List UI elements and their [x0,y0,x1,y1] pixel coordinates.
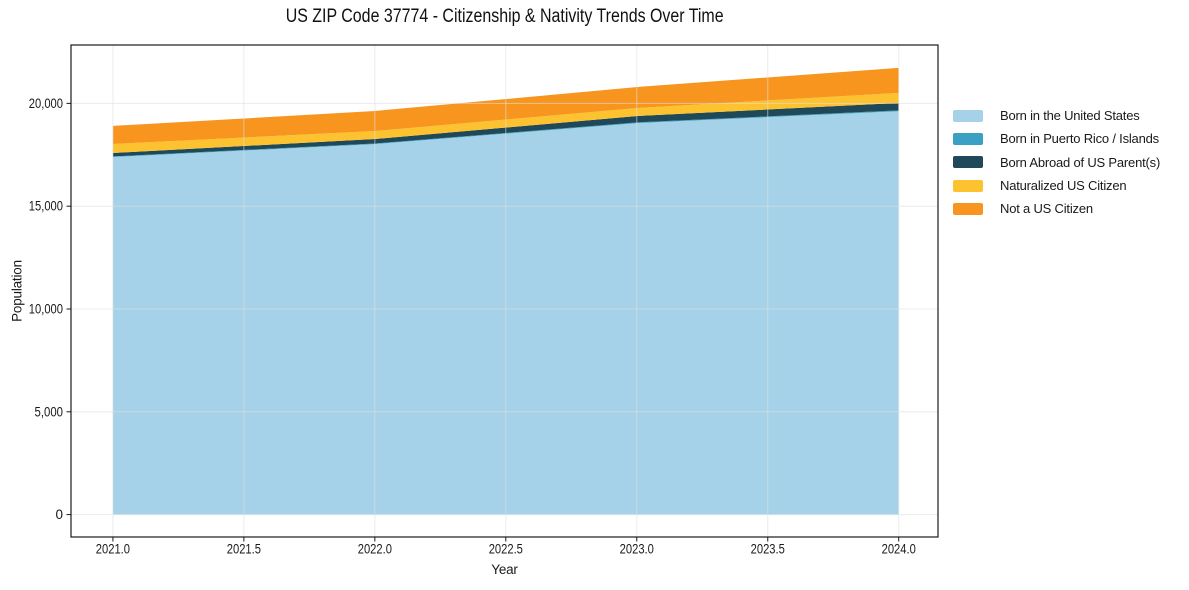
x-tick-label: 2024.0 [882,542,916,557]
x-tick-label: 2021.5 [227,542,261,557]
legend-item-naturalized-us-citizen: Naturalized US Citizen [953,174,1160,197]
legend-swatch [953,179,983,192]
chart-title-text: US ZIP Code 37774 - Citizenship & Nativi… [285,6,724,27]
y-tick-label: 5,000 [35,404,64,419]
legend-item-not-a-us-citizen: Not a US Citizen [953,197,1160,220]
x-tick-label: 2021.0 [96,542,130,557]
y-tick-label: 0 [55,507,63,522]
x-tick-label: 2022.5 [489,542,523,557]
legend-swatch [953,156,983,169]
legend-swatch [953,109,983,122]
y-tick-label: 15,000 [29,199,63,214]
legend-label: Born in the United States [1000,108,1140,124]
legend-swatch [953,132,983,145]
legend-item-born-in-puerto-rico-islands: Born in Puerto Rico / Islands [953,127,1160,150]
legend-swatch [953,202,983,215]
axis-spines [70,44,939,538]
legend-label: Not a US Citizen [1000,201,1093,217]
legend-item-born-in-the-united-states: Born in the United States [953,104,1160,127]
x-axis-label: Year [491,562,518,577]
x-tick-label: 2022.0 [358,542,392,557]
y-tick-label: 20,000 [29,96,63,111]
x-tick-label: 2023.5 [751,542,785,557]
legend-label: Naturalized US Citizen [1000,178,1127,194]
legend-label: Born in Puerto Rico / Islands [1000,131,1159,147]
legend: Born in the United States Born in Puerto … [953,104,1160,220]
y-axis-label: Population [9,260,25,322]
x-tick-label: 2023.0 [620,542,654,557]
legend-item-born-abroad-of-us-parent-s: Born Abroad of US Parent(s) [953,151,1160,174]
legend-label: Born Abroad of US Parent(s) [1000,154,1161,170]
chart-title: US ZIP Code 37774 - Citizenship & Nativi… [71,6,938,28]
y-tick-label: 10,000 [29,301,63,316]
